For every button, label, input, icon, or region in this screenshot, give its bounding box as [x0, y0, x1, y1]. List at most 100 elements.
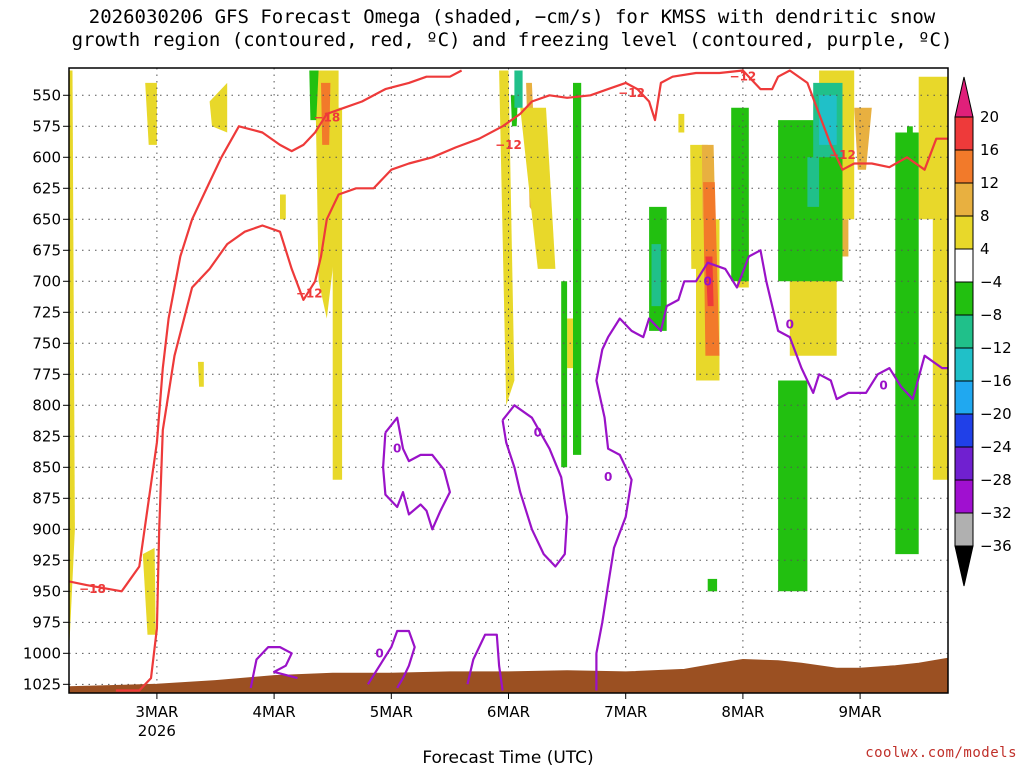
colorbar-bottom-arrow — [954, 545, 974, 587]
y-tick-label-10: 800 — [32, 396, 61, 414]
y-tick-label-1: 575 — [32, 117, 61, 135]
dgz-contour-label-0-1: −18 — [79, 582, 106, 596]
x-tick-label-4: 7MAR — [604, 703, 647, 721]
x-tick-label-1: 4MAR — [253, 703, 296, 721]
freezing-contour-3 — [466, 633, 504, 691]
colorbar-swatch-2 — [954, 182, 974, 217]
chart-title-line-1: 2026030206 GFS Forecast Omega (shaded, −… — [88, 6, 936, 28]
x-tick-label-2: 5MAR — [370, 703, 413, 721]
y-tick-label-4: 650 — [32, 210, 61, 228]
colorbar-label-9: −20 — [980, 405, 1012, 423]
dgz-contour-1 — [115, 69, 948, 692]
freezing-contour-label-6: 0 — [879, 378, 887, 392]
x-axis-label: Forecast Time (UTC) — [422, 748, 593, 768]
omega-shade-14 — [678, 113, 685, 133]
freezing-contour-label-1: 0 — [375, 646, 383, 660]
colorbar-label-8: −16 — [980, 372, 1012, 390]
y-axis: 550 575 600 625 650 675 700 725 750 775 800 825 850 8… — [23, 86, 69, 693]
colorbar-label-7: −12 — [980, 339, 1012, 357]
y-tick-label-13: 875 — [32, 489, 61, 507]
colorbar-label-4: 4 — [980, 240, 990, 258]
colorbar-label-13: −36 — [980, 537, 1012, 555]
x-tick-label-5: 8MAR — [721, 703, 764, 721]
y-tick-label-0: 550 — [32, 86, 61, 104]
omega-shade-4 — [209, 82, 228, 133]
omega-shade-2 — [142, 547, 156, 635]
colorbar-swatch-3 — [954, 215, 974, 250]
y-tick-label-16: 950 — [32, 582, 61, 600]
colorbar-swatch-6 — [954, 314, 974, 349]
freezing-contour-label-2: 0 — [534, 426, 542, 440]
omega-shade-34 — [651, 244, 661, 307]
dgz-contour-label-1-3: −12 — [730, 70, 757, 84]
freezing-contour-label-3: 0 — [604, 470, 612, 484]
freezing-contour-5 — [595, 249, 948, 691]
credit-text: coolwx.com/models — [865, 745, 1017, 761]
y-tick-label-9: 775 — [32, 365, 61, 383]
y-tick-label-7: 725 — [32, 303, 61, 321]
grid-layer — [69, 68, 948, 693]
y-tick-label-6: 700 — [32, 272, 61, 290]
freezing-contour-4 — [501, 404, 569, 568]
freezing-contour-2 — [366, 629, 416, 689]
colorbar-label-2: 12 — [980, 174, 999, 192]
freezing-contour-1 — [382, 416, 451, 531]
omega-shade-38 — [819, 95, 837, 145]
dgz-contour-0 — [69, 69, 463, 593]
omega-shade-19 — [705, 256, 714, 307]
omega-shade-30 — [514, 70, 523, 108]
omega-shade-1 — [145, 82, 157, 145]
colorbar-top-arrow — [954, 76, 974, 118]
x-tick-label-6: 9MAR — [839, 703, 882, 721]
y-tick-label-8: 750 — [32, 334, 61, 352]
colorbar-swatch-1 — [954, 149, 974, 184]
omega-shade-31 — [573, 82, 582, 455]
omega-shade-7 — [332, 107, 343, 480]
y-tick-label-18: 1000 — [23, 644, 61, 662]
colorbar-swatch-7 — [954, 347, 974, 382]
colorbar-label-11: −28 — [980, 471, 1012, 489]
y-tick-label-12: 850 — [32, 458, 61, 476]
y-tick-label-17: 975 — [32, 613, 61, 631]
colorbar-label-0: 20 — [980, 108, 999, 126]
freezing-contour-label-0: 0 — [393, 442, 401, 456]
dgz-contour-label-0-0: −18 — [313, 111, 340, 125]
omega-shade-43 — [707, 578, 718, 592]
omega-shade-27 — [932, 157, 948, 480]
colorbar-swatch-11 — [954, 479, 974, 514]
terrain-fill — [69, 657, 948, 693]
y-tick-label-19: 1025 — [23, 675, 61, 693]
omega-shade-42 — [907, 126, 913, 158]
colorbar-label-5: −4 — [980, 273, 1002, 291]
x-tick-label-0: 3MAR — [135, 703, 178, 721]
omega-shade-5 — [280, 194, 286, 220]
colorbar-swatch-5 — [954, 281, 974, 316]
omega-shade-3 — [197, 361, 204, 387]
omega-shade-39 — [807, 157, 820, 207]
colorbar-label-6: −8 — [980, 306, 1002, 324]
colorbar-swatch-10 — [954, 446, 974, 481]
colorbar-swatch-0 — [954, 116, 974, 151]
chart-title: 2026030206 GFS Forecast Omega (shaded, −… — [0, 6, 1024, 52]
colorbar-swatch-8 — [954, 380, 974, 415]
dgz-contour-label-1-1: −12 — [495, 138, 522, 152]
y-tick-label-14: 900 — [32, 520, 61, 538]
colorbar-label-10: −24 — [980, 438, 1012, 456]
colorbar: 20 16 12 8 4 −4 −8 −12 −16 −20 −24 −28 −32 −36 — [954, 76, 1012, 587]
omega-shade-0 — [69, 70, 75, 654]
dgz-contour-label-1-0: −12 — [296, 287, 323, 301]
y-tick-label-15: 925 — [32, 551, 61, 569]
y-tick-label-5: 675 — [32, 241, 61, 259]
contour-layer: −18 −18 −12 −12 −12 −12 −12 0 0 0 0 0 0 0 — [69, 69, 948, 692]
omega-shade-40 — [778, 380, 808, 592]
colorbar-label-1: 16 — [980, 141, 999, 159]
freezing-contour-0 — [249, 645, 298, 689]
y-tick-label-11: 825 — [32, 427, 61, 445]
omega-shade-24 — [854, 107, 872, 170]
y-tick-label-2: 600 — [32, 148, 61, 166]
colorbar-label-3: 8 — [980, 207, 990, 225]
x-tick-label-3: 6MAR — [487, 703, 530, 721]
chart-title-line-2: growth region (contoured, red, ºC) and f… — [71, 29, 953, 51]
